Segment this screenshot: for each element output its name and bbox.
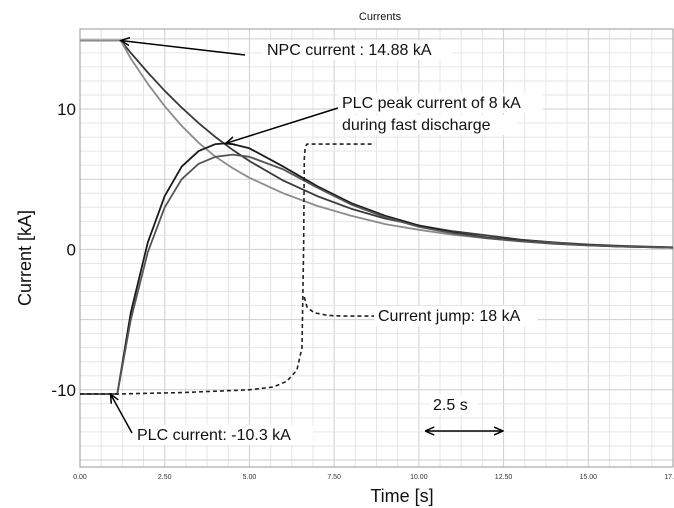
annotation-arrow: [121, 41, 246, 56]
annotation-text: 2.5 s: [433, 397, 468, 414]
series-line-5: [80, 143, 375, 395]
annotation-text: during fast discharge: [342, 117, 491, 134]
annotation-4: PLC current: -10.3 kA: [110, 394, 314, 445]
x-tick-label: 5.00: [243, 474, 257, 481]
annotation-text: PLC current: -10.3 kA: [137, 427, 291, 444]
annotation-background: [338, 93, 543, 113]
annotation-background: [374, 306, 538, 326]
x-tick-label: 10.00: [410, 474, 428, 481]
x-tick-label: 17.50: [664, 474, 674, 481]
series-line-1: [80, 39, 674, 249]
annotation-text: PLC peak current of 8 kA: [342, 95, 521, 112]
chart-title: Currents: [359, 11, 402, 23]
annotation-2: PLC peak current of 8 kA during fast disc…: [226, 93, 543, 143]
x-tick-label: 7.50: [327, 474, 341, 481]
annotation-3: Current jump: 18 kA: [374, 306, 538, 326]
y-tick-label: 10: [57, 100, 76, 119]
annotation-background: [133, 425, 314, 445]
annotation-arrow: [226, 107, 339, 143]
annotation-background: [338, 115, 519, 135]
annotation-5: 2.5 s: [426, 395, 503, 431]
y-axis-label: Current [kA]: [15, 210, 35, 306]
x-tick-label: 15.00: [580, 474, 598, 481]
plot-frame: [79, 28, 674, 468]
tick-layer: 0.00 2.50 5.00 7.50 10.00 12.50 15.00 17.50 10 0 -…: [51, 100, 674, 481]
x-tick-label: 2.50: [158, 474, 172, 481]
series-line-4: [80, 153, 674, 395]
annotation-arrow: [110, 394, 133, 434]
grid: [79, 29, 674, 467]
y-tick-label: -10: [51, 381, 76, 400]
y-tick-label: 0: [67, 240, 76, 259]
annotation-1: NPC current : 14.88 kA: [121, 40, 452, 60]
annotation-text: Current jump: 18 kA: [378, 308, 521, 325]
annotation-layer: NPC current : 14.88 kA PLC peak current o…: [110, 40, 543, 445]
series-line-6: [303, 296, 375, 317]
annotation-background: [263, 40, 452, 60]
series-layer: [80, 39, 674, 395]
annotation-text: NPC current : 14.88 kA: [267, 42, 432, 59]
x-tick-label: 12.50: [495, 474, 513, 481]
annotation-background: [429, 395, 478, 415]
x-tick-label: 0.00: [73, 474, 87, 481]
x-axis-label: Time [s]: [370, 486, 433, 506]
